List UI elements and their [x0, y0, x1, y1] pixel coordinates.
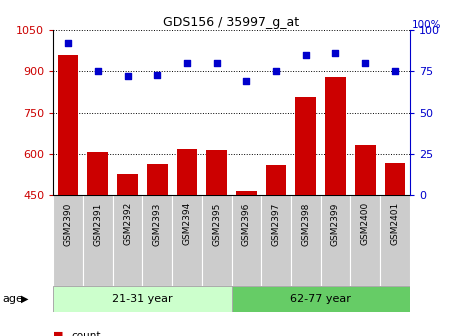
FancyBboxPatch shape [143, 195, 172, 286]
Text: 100%: 100% [412, 20, 441, 30]
Text: ■: ■ [53, 331, 64, 336]
Bar [266, 165, 287, 195]
FancyBboxPatch shape [232, 195, 261, 286]
FancyBboxPatch shape [320, 195, 350, 286]
FancyBboxPatch shape [380, 195, 410, 286]
Point [154, 72, 161, 77]
Text: 21-31 year: 21-31 year [112, 294, 173, 304]
Bar [53, 286, 232, 312]
Text: GSM2399: GSM2399 [331, 202, 340, 246]
Text: 62-77 year: 62-77 year [290, 294, 351, 304]
FancyBboxPatch shape [53, 195, 83, 286]
FancyBboxPatch shape [202, 195, 232, 286]
FancyBboxPatch shape [83, 195, 113, 286]
Bar [384, 163, 405, 195]
FancyBboxPatch shape [291, 195, 320, 286]
Text: age: age [2, 294, 23, 304]
Text: ▶: ▶ [21, 294, 28, 304]
Point [124, 74, 131, 79]
Text: count: count [72, 331, 101, 336]
FancyBboxPatch shape [172, 195, 202, 286]
Bar [206, 150, 227, 195]
Point [213, 60, 220, 66]
Bar [232, 286, 410, 312]
Bar [117, 174, 138, 195]
Text: GSM2400: GSM2400 [361, 202, 369, 245]
Text: GSM2398: GSM2398 [301, 202, 310, 246]
Text: GSM2392: GSM2392 [123, 202, 132, 245]
FancyBboxPatch shape [261, 195, 291, 286]
Bar [325, 77, 346, 195]
Text: GSM2391: GSM2391 [94, 202, 102, 246]
Point [391, 69, 399, 74]
Text: GSM2394: GSM2394 [182, 202, 191, 245]
Point [94, 69, 101, 74]
Text: GSM2401: GSM2401 [390, 202, 400, 245]
FancyBboxPatch shape [113, 195, 143, 286]
Point [272, 69, 280, 74]
Point [302, 52, 309, 58]
Bar [355, 145, 375, 195]
Bar [236, 191, 257, 195]
Point [332, 51, 339, 56]
Point [183, 60, 191, 66]
Bar [295, 97, 316, 195]
Bar [176, 149, 197, 195]
Text: GSM2396: GSM2396 [242, 202, 251, 246]
Point [362, 60, 369, 66]
Point [243, 79, 250, 84]
Text: GSM2390: GSM2390 [63, 202, 73, 246]
Bar [88, 152, 108, 195]
Text: GSM2393: GSM2393 [153, 202, 162, 246]
Text: GSM2395: GSM2395 [212, 202, 221, 246]
Point [64, 41, 72, 46]
Title: GDS156 / 35997_g_at: GDS156 / 35997_g_at [163, 16, 300, 29]
Bar [147, 164, 168, 195]
Bar [58, 55, 79, 195]
Text: GSM2397: GSM2397 [272, 202, 281, 246]
FancyBboxPatch shape [350, 195, 380, 286]
